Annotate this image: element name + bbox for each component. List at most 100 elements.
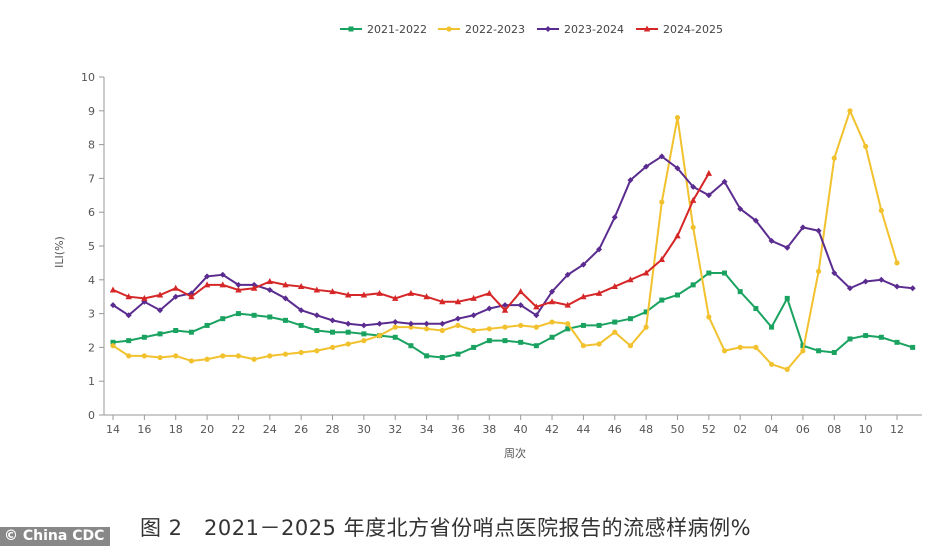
data-point [109, 286, 117, 293]
legend: 2021-2022 2022-2023 2023-2024 2024-2025 [340, 23, 723, 36]
data-point [689, 196, 697, 203]
x-tick-label: 26 [294, 423, 308, 436]
data-point [267, 314, 273, 320]
x-tick-label: 30 [357, 423, 371, 436]
data-point [157, 307, 164, 314]
data-point [439, 298, 446, 305]
data-point [298, 322, 304, 328]
legend-item[interactable]: 2024-2025 [636, 23, 723, 36]
data-point [408, 324, 414, 330]
data-point [690, 183, 697, 190]
data-point [470, 294, 477, 301]
data-point [752, 217, 759, 224]
series-group [109, 108, 916, 372]
data-point [596, 246, 603, 253]
data-point [314, 348, 320, 354]
data-point [910, 344, 916, 350]
data-point [141, 334, 147, 340]
x-tick-label: 48 [639, 423, 653, 436]
data-point [157, 331, 163, 337]
data-point [204, 273, 211, 280]
data-point [188, 293, 195, 300]
legend-item[interactable]: 2022-2023 [438, 23, 525, 36]
data-point [423, 293, 430, 300]
data-point [549, 288, 556, 295]
data-point [517, 288, 524, 295]
x-tick-label: 22 [231, 423, 245, 436]
data-point [737, 344, 743, 350]
data-point [784, 366, 790, 372]
data-point [298, 307, 305, 314]
data-point [658, 153, 665, 160]
data-point [220, 353, 226, 359]
data-point [706, 314, 712, 320]
data-point [313, 286, 321, 293]
data-point [439, 355, 445, 361]
data-point [816, 348, 822, 354]
x-tick-label: 46 [608, 423, 622, 436]
data-point [722, 270, 728, 276]
data-point [204, 322, 210, 328]
data-point [424, 326, 430, 332]
data-point [454, 298, 462, 305]
data-point [329, 344, 336, 350]
data-point [172, 284, 179, 291]
legend-label: 2022-2023 [465, 23, 525, 36]
data-point [266, 286, 273, 293]
data-point [612, 329, 618, 335]
legend-label: 2024-2025 [663, 23, 723, 36]
data-point [580, 343, 587, 349]
data-point [517, 302, 524, 309]
legend-marker-icon [446, 26, 452, 32]
data-point [627, 316, 633, 322]
data-point [329, 317, 336, 324]
data-point [705, 169, 713, 176]
data-point [486, 326, 492, 332]
data-point [141, 294, 148, 301]
data-point [172, 293, 179, 300]
data-point [878, 276, 885, 283]
data-point [408, 343, 414, 349]
data-point [831, 270, 838, 277]
data-point [110, 302, 116, 309]
data-point [125, 293, 132, 300]
x-tick-label: 12 [890, 423, 904, 436]
data-point [627, 177, 634, 184]
data-point [674, 165, 681, 172]
data-point [125, 312, 132, 319]
data-point [188, 329, 194, 335]
data-point [439, 320, 446, 327]
data-point [141, 353, 147, 359]
data-point [392, 294, 399, 301]
data-point [314, 328, 320, 333]
x-tick-label: 38 [482, 423, 496, 436]
y-tick-label: 9 [88, 105, 95, 118]
data-point [753, 306, 759, 312]
legend-marker-icon [348, 26, 354, 32]
data-point [595, 289, 603, 296]
x-tick-label: 02 [733, 423, 747, 436]
series-line [112, 155, 913, 327]
data-point [878, 334, 884, 340]
data-point [863, 143, 869, 149]
y-tick-label: 2 [88, 341, 95, 354]
data-point [126, 338, 132, 344]
data-point [486, 338, 492, 344]
data-point [580, 322, 586, 328]
series-line [112, 108, 898, 371]
data-point [361, 331, 367, 337]
legend-item[interactable]: 2021-2022 [340, 23, 427, 36]
x-tick-label: 52 [702, 423, 716, 436]
data-point [596, 322, 602, 328]
series-2022-2023 [110, 108, 900, 372]
legend-item[interactable]: 2023-2024 [537, 23, 624, 36]
data-point [470, 312, 477, 319]
x-tick-label: 08 [827, 423, 841, 436]
data-point [407, 289, 415, 296]
data-point [392, 319, 399, 326]
data-point [502, 338, 508, 344]
data-point [690, 282, 696, 288]
data-point [501, 306, 509, 313]
data-point [313, 312, 320, 319]
data-point [360, 322, 367, 329]
